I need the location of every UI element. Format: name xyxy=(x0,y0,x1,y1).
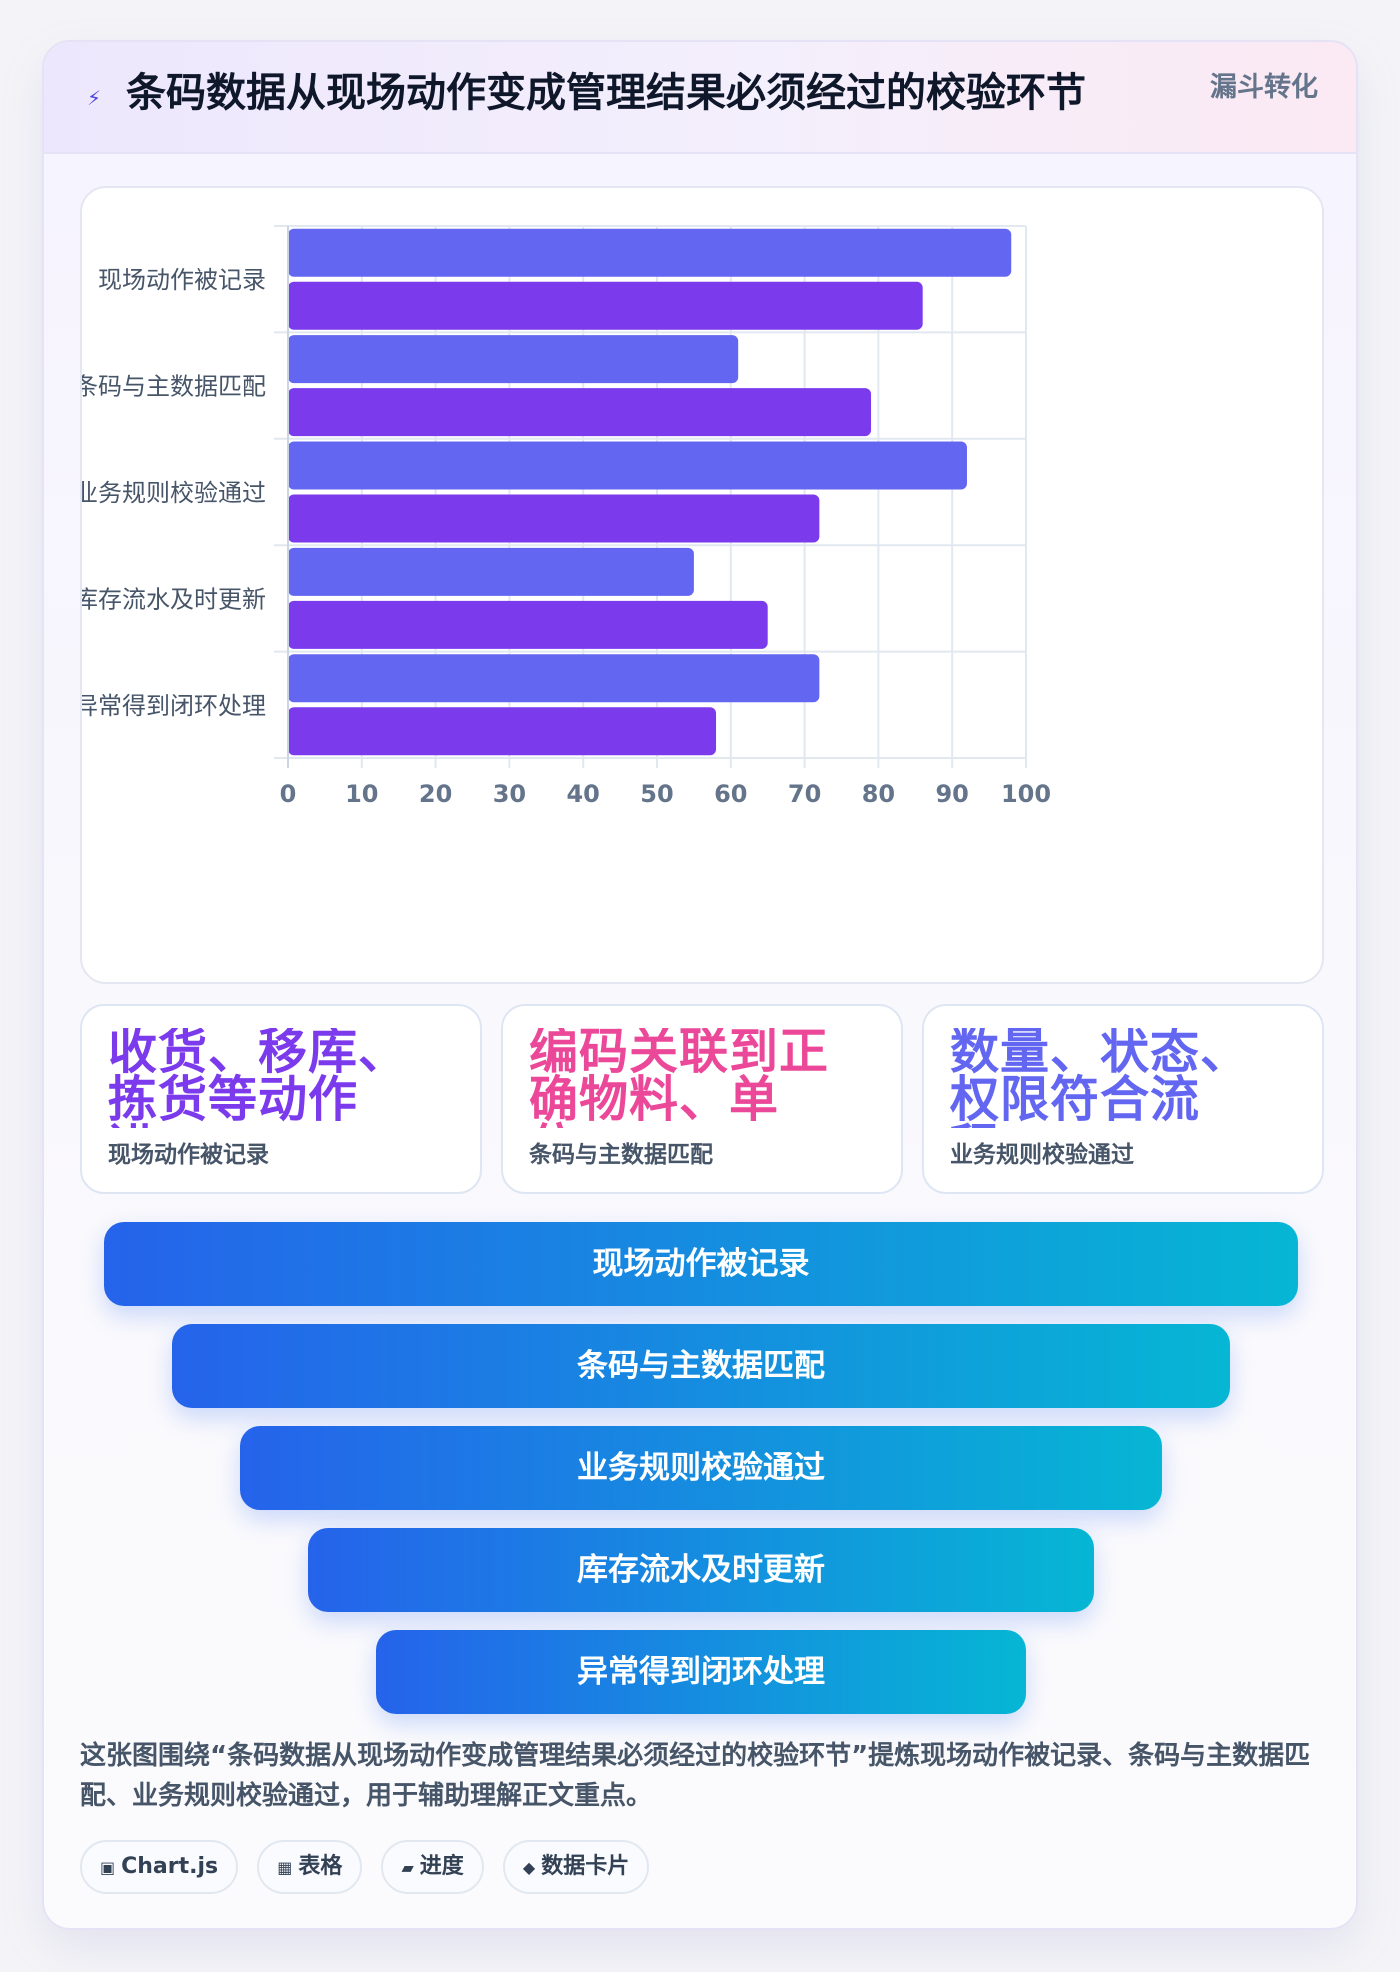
data-card-icon: ◆ xyxy=(522,1858,536,1877)
y-tick-label: 库存流水及时更新 xyxy=(82,585,266,613)
kpi-card: 收货、移库、拣货等动作进… 现场动作被记录 xyxy=(80,1004,482,1194)
tag-data-card[interactable]: ◆ 数据卡片 xyxy=(502,1840,650,1894)
type-badge: 漏斗转化 xyxy=(1210,72,1318,103)
x-tick-label: 100 xyxy=(1001,780,1051,808)
kpi-card-row: 收货、移库、拣货等动作进… 现场动作被记录 编码关联到正确物料、单位… 条码与主… xyxy=(80,1004,1324,1194)
y-tick-label: 条码与主数据匹配 xyxy=(82,373,266,401)
tag-label: 表格 xyxy=(298,1854,343,1879)
kpi-label: 现场动作被记录 xyxy=(108,1142,269,1168)
tag-chartjs[interactable]: ▣ Chart.js xyxy=(80,1840,239,1894)
tag-progress[interactable]: ▰ 进度 xyxy=(381,1840,484,1894)
kpi-label: 业务规则校验通过 xyxy=(950,1142,1134,1168)
funnel-step: 条码与主数据匹配 xyxy=(172,1324,1230,1408)
x-tick-label: 90 xyxy=(935,780,968,808)
funnel: 现场动作被记录 条码与主数据匹配 业务规则校验通过 库存流水及时更新 异常得到闭… xyxy=(44,1222,1356,1714)
bar xyxy=(288,388,872,437)
bar xyxy=(288,281,923,330)
funnel-step: 业务规则校验通过 xyxy=(240,1426,1162,1510)
funnel-step: 现场动作被记录 xyxy=(104,1222,1298,1306)
caption-text: 这张图围绕“条码数据从现场动作变成管理结果必须经过的校验环节”提炼现场动作被记录… xyxy=(80,1741,1311,1811)
tag-row: ▣ Chart.js ▦ 表格 ▰ 进度 ◆ 数据卡片 xyxy=(80,1840,663,1898)
tag-table[interactable]: ▦ 表格 xyxy=(257,1840,363,1894)
bar xyxy=(288,335,739,384)
funnel-step: 异常得到闭环处理 xyxy=(376,1630,1026,1714)
page-title: 条码数据从现场动作变成管理结果必须经过的校验环节 xyxy=(126,70,1086,116)
x-tick-label: 60 xyxy=(714,780,747,808)
y-tick-label: 异常得到闭环处理 xyxy=(82,692,266,720)
bar xyxy=(288,707,717,756)
bar xyxy=(288,547,694,596)
bar xyxy=(288,654,820,703)
x-tick-label: 10 xyxy=(345,780,378,808)
kpi-card: 编码关联到正确物料、单位… 条码与主数据匹配 xyxy=(501,1004,903,1194)
kpi-label: 条码与主数据匹配 xyxy=(529,1142,713,1168)
bar xyxy=(288,494,820,543)
x-tick-label: 0 xyxy=(280,780,297,808)
kpi-value: 编码关联到正确物料、单位… xyxy=(529,1028,830,1128)
lightning-icon: ⚡ xyxy=(86,86,102,110)
x-tick-label: 70 xyxy=(788,780,821,808)
kpi-value: 收货、移库、拣货等动作进… xyxy=(108,1028,409,1128)
bar xyxy=(288,441,967,490)
bar-chart: 0 10 20 30 40 50 60 70 80 90 100 现场动作被记录条码与主数据匹配业务规… xyxy=(82,225,1051,808)
kpi-card: 数量、状态、权限符合流程… 业务规则校验通过 xyxy=(922,1004,1324,1194)
card-header: ⚡ 条码数据从现场动作变成管理结果必须经过的校验环节 漏斗转化 xyxy=(44,42,1356,154)
kpi-value: 数量、状态、权限符合流程… xyxy=(950,1028,1251,1128)
y-tick-label: 业务规则校验通过 xyxy=(82,479,266,507)
x-tick-label: 40 xyxy=(566,780,599,808)
x-tick-label: 80 xyxy=(862,780,895,808)
x-tick-label: 50 xyxy=(640,780,673,808)
figure-card: ⚡ 条码数据从现场动作变成管理结果必须经过的校验环节 漏斗转化 0 10 20 30 4… xyxy=(42,40,1358,1930)
x-tick-label: 30 xyxy=(493,780,526,808)
bar xyxy=(288,600,768,649)
tag-label: 数据卡片 xyxy=(541,1854,630,1879)
bar xyxy=(288,228,1012,277)
bar-chart-panel: 0 10 20 30 40 50 60 70 80 90 100 现场动作被记录条码与主数据匹配 业务规… xyxy=(80,186,1324,984)
y-tick-label: 现场动作被记录 xyxy=(98,266,266,294)
x-tick-label: 20 xyxy=(419,780,452,808)
funnel-step: 库存流水及时更新 xyxy=(308,1528,1094,1612)
tag-label: Chart.js xyxy=(121,1854,219,1879)
tag-label: 进度 xyxy=(419,1854,464,1879)
progress-icon: ▰ xyxy=(401,1858,414,1877)
chart-icon: ▣ xyxy=(100,1858,116,1877)
table-icon: ▦ xyxy=(277,1858,293,1877)
